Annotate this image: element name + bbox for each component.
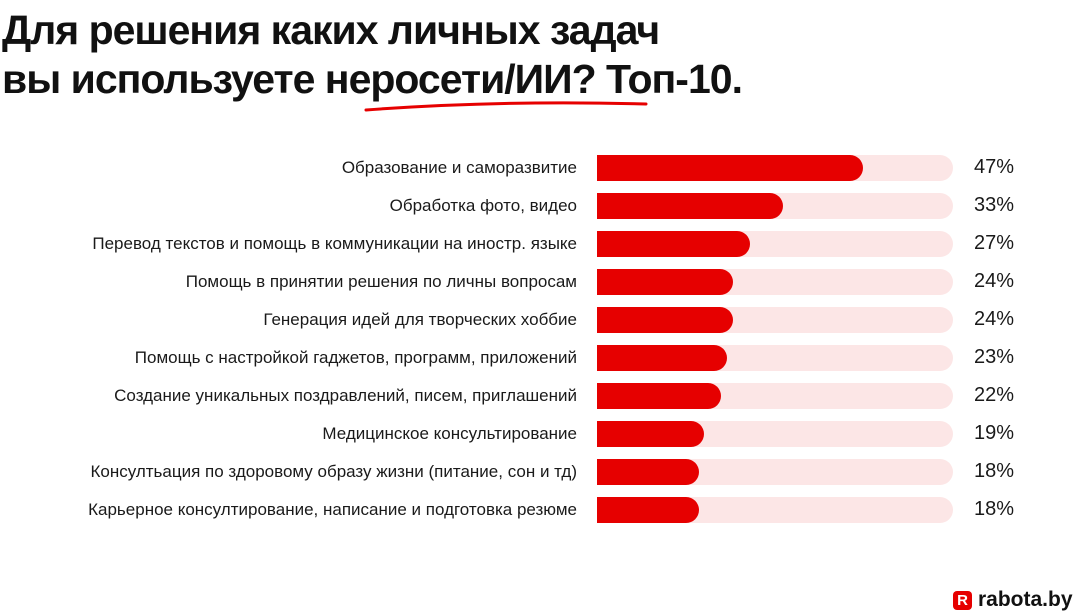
bar-row: Генерация идей для творческих хоббие 24% <box>0 307 1080 333</box>
value-label: 47% <box>974 156 1015 178</box>
bar <box>597 155 863 181</box>
bar <box>597 383 722 409</box>
bar <box>597 459 699 485</box>
value-label: 23% <box>974 346 1015 368</box>
bar-track <box>597 497 953 523</box>
logo: R rabota.by <box>953 588 1073 612</box>
bar-track <box>597 383 953 409</box>
category-label: Карьерное консултирование, написание и п… <box>88 500 577 519</box>
category-label: Медицинское консультирование <box>322 424 577 443</box>
title-underline <box>364 101 648 112</box>
bar-row: Помощь в принятии решения по личны вопро… <box>0 269 1080 295</box>
bar-track <box>597 345 953 371</box>
logo-mark: R <box>953 590 972 610</box>
value-label: 24% <box>974 270 1015 292</box>
bar-row: Перевод текстов и помощь в коммуникации … <box>0 231 1080 257</box>
value-label: 18% <box>974 460 1015 482</box>
category-label: Помощь в принятии решения по личны вопро… <box>185 272 577 291</box>
bar-track <box>597 307 953 333</box>
category-label: Перевод текстов и помощь в коммуникации … <box>92 234 577 253</box>
bar-track <box>597 193 953 219</box>
bar-row: Создание уникальных поздравлений, писем,… <box>0 383 1080 409</box>
value-label: 18% <box>974 498 1015 520</box>
bar-track <box>597 231 953 257</box>
bar <box>597 193 784 219</box>
bar <box>597 497 699 523</box>
bar-row: Образование и саморазвитие 47% <box>0 155 1080 181</box>
bar-track <box>597 421 953 447</box>
value-label: 22% <box>974 384 1015 406</box>
category-label: Обработка фото, видео <box>389 196 577 215</box>
title-line-2: вы используете нeросети/ИИ? Топ-10. <box>2 56 743 102</box>
bar-track <box>597 459 953 485</box>
category-label: Помощь с настройкой гаджетов, программ, … <box>134 348 577 367</box>
bar-row: Карьерное консултирование, написание и п… <box>0 497 1080 523</box>
bar-row: Обработка фото, видео 33% <box>0 193 1080 219</box>
category-label: Создание уникальных поздравлений, писем,… <box>114 386 577 405</box>
bar-track <box>597 269 953 295</box>
category-label: Образование и саморазвитие <box>341 158 577 177</box>
category-label: Консултьация по здоровому образу жизни (… <box>90 462 577 481</box>
bar-row: Помощь с настройкой гаджетов, программ, … <box>0 345 1080 371</box>
title-line-1: Для решения каких личных задач <box>2 7 660 53</box>
bar-track <box>597 155 953 181</box>
value-label: 24% <box>974 308 1015 330</box>
bar <box>597 345 727 371</box>
value-label: 33% <box>974 194 1015 216</box>
value-label: 27% <box>974 232 1015 254</box>
chart-title: Для решения каких личных задач вы исполь… <box>2 6 743 104</box>
category-label: Генерация идей для творческих хоббие <box>263 310 577 329</box>
bar <box>597 269 733 295</box>
value-label: 19% <box>974 422 1015 444</box>
logo-text: rabota.by <box>978 588 1073 611</box>
bar <box>597 231 750 257</box>
bar-row: Медицинское консультирование 19% <box>0 421 1080 447</box>
bar <box>597 421 705 447</box>
bar-row: Консултьация по здоровому образу жизни (… <box>0 459 1080 485</box>
bar <box>597 307 733 333</box>
